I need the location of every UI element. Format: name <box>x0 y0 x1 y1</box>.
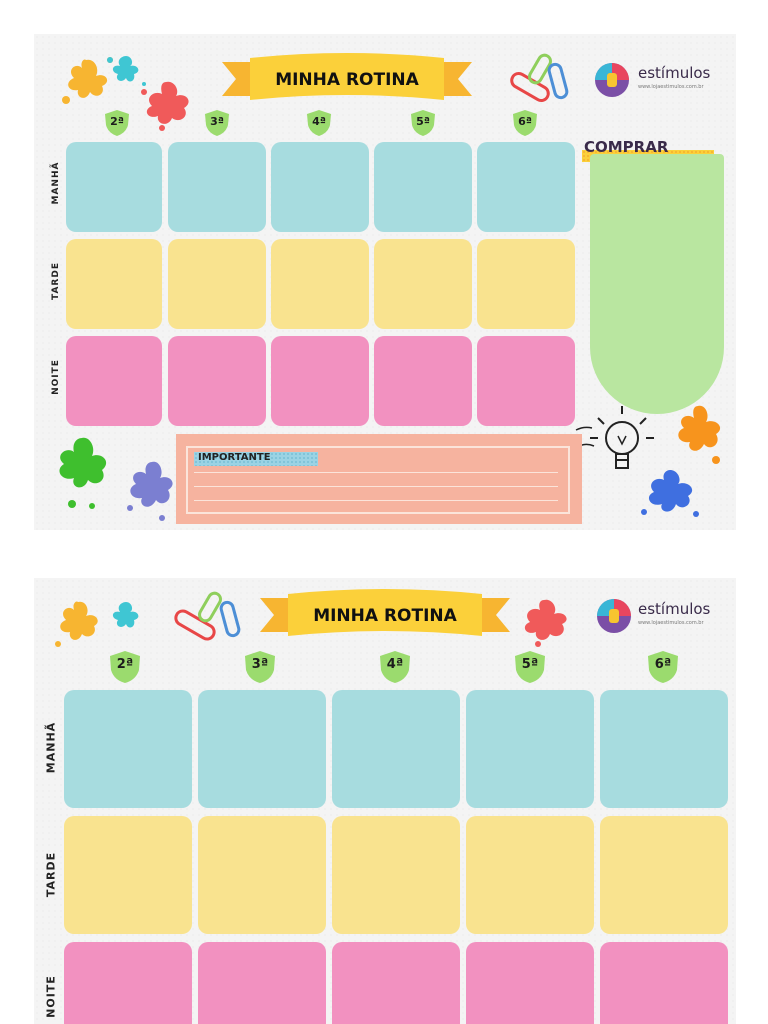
note-line <box>194 472 558 473</box>
morning-cell[interactable] <box>271 142 369 232</box>
brain-logo-icon <box>595 63 629 97</box>
brand-name: estímulos <box>638 600 711 618</box>
brand-logo: estímulos www.lojaestimulos.com.br <box>592 60 732 104</box>
orange-paint-splash-icon <box>55 601 98 647</box>
morning-cell[interactable] <box>600 690 728 808</box>
page-title: MINHA ROTINA <box>275 70 419 90</box>
brand-name: estímulos <box>638 64 711 82</box>
afternoon-cell[interactable] <box>64 816 192 934</box>
morning-cell[interactable] <box>477 142 575 232</box>
day-badge: 6ª <box>647 650 679 684</box>
row-label-night: NOITE <box>51 359 61 395</box>
night-cell[interactable] <box>600 942 728 1024</box>
row-label-morning: MANHÃ <box>51 161 61 205</box>
paperclip-icon <box>174 591 241 641</box>
night-cell[interactable] <box>198 942 326 1024</box>
afternoon-cell[interactable] <box>477 239 575 329</box>
morning-cell[interactable] <box>198 690 326 808</box>
night-cell[interactable] <box>466 942 594 1024</box>
night-cell[interactable] <box>374 336 472 426</box>
morning-cell[interactable] <box>64 690 192 808</box>
shopping-list-panel[interactable] <box>590 154 724 414</box>
red-paint-splash-icon <box>524 599 567 647</box>
routine-sheet-2: MINHA ROTINA estímulos www.lojaestimulos… <box>34 578 736 1024</box>
red-paint-splash-icon <box>141 81 189 131</box>
day-badge: 6ª <box>512 109 538 137</box>
row-label-night: NOITE <box>44 975 58 1018</box>
day-badge: 2ª <box>109 650 141 684</box>
blue-paint-splash-icon <box>641 470 699 517</box>
page-title: MINHA ROTINA <box>313 606 457 626</box>
light-bulb-icon <box>575 406 654 469</box>
afternoon-cell[interactable] <box>66 239 162 329</box>
purple-paint-splash-icon <box>127 461 173 521</box>
brand-url: www.lojaestimulos.com.br <box>638 84 704 90</box>
brand-logo: estímulos www.lojaestimulos.com.br <box>594 596 734 640</box>
night-cell[interactable] <box>271 336 369 426</box>
day-badge: 3ª <box>204 109 230 137</box>
night-cell[interactable] <box>66 336 162 426</box>
afternoon-cell[interactable] <box>332 816 460 934</box>
important-box[interactable]: IMPORTANTE <box>176 434 582 524</box>
note-line <box>194 486 558 487</box>
morning-cell[interactable] <box>66 142 162 232</box>
day-badge: 4ª <box>379 650 411 684</box>
day-badge: 4ª <box>306 109 332 137</box>
note-line <box>194 500 558 501</box>
green-paint-splash-icon <box>59 437 107 509</box>
teal-paint-splash-icon <box>112 602 139 628</box>
row-label-morning: MANHÃ <box>44 721 58 774</box>
brain-logo-icon <box>597 599 631 633</box>
important-tape <box>194 452 318 466</box>
afternoon-cell[interactable] <box>168 239 266 329</box>
morning-cell[interactable] <box>374 142 472 232</box>
row-label-afternoon: TARDE <box>44 851 58 898</box>
title-ribbon-icon <box>222 53 472 100</box>
orange-paint-splash-icon <box>678 405 721 464</box>
morning-cell[interactable] <box>168 142 266 232</box>
night-cell[interactable] <box>477 336 575 426</box>
afternoon-cell[interactable] <box>374 239 472 329</box>
night-cell[interactable] <box>332 942 460 1024</box>
paperclip-icon <box>510 53 569 102</box>
afternoon-cell[interactable] <box>466 816 594 934</box>
title-ribbon-icon <box>260 589 510 636</box>
afternoon-cell[interactable] <box>198 816 326 934</box>
brand-url: www.lojaestimulos.com.br <box>638 620 704 626</box>
day-badge: 5ª <box>514 650 546 684</box>
day-badge: 3ª <box>244 650 276 684</box>
teal-paint-splash-icon <box>107 56 146 86</box>
day-badge: 5ª <box>410 109 436 137</box>
night-cell[interactable] <box>168 336 266 426</box>
important-title: IMPORTANTE <box>198 452 271 463</box>
shopping-title: COMPRAR <box>584 138 669 156</box>
afternoon-cell[interactable] <box>271 239 369 329</box>
night-cell[interactable] <box>64 942 192 1024</box>
row-label-afternoon: TARDE <box>51 262 61 300</box>
day-badge: 2ª <box>104 109 130 137</box>
morning-cell[interactable] <box>466 690 594 808</box>
routine-sheet-1: MINHA ROTINA estímulos www.lojaestimulos… <box>34 34 736 530</box>
afternoon-cell[interactable] <box>600 816 728 934</box>
morning-cell[interactable] <box>332 690 460 808</box>
